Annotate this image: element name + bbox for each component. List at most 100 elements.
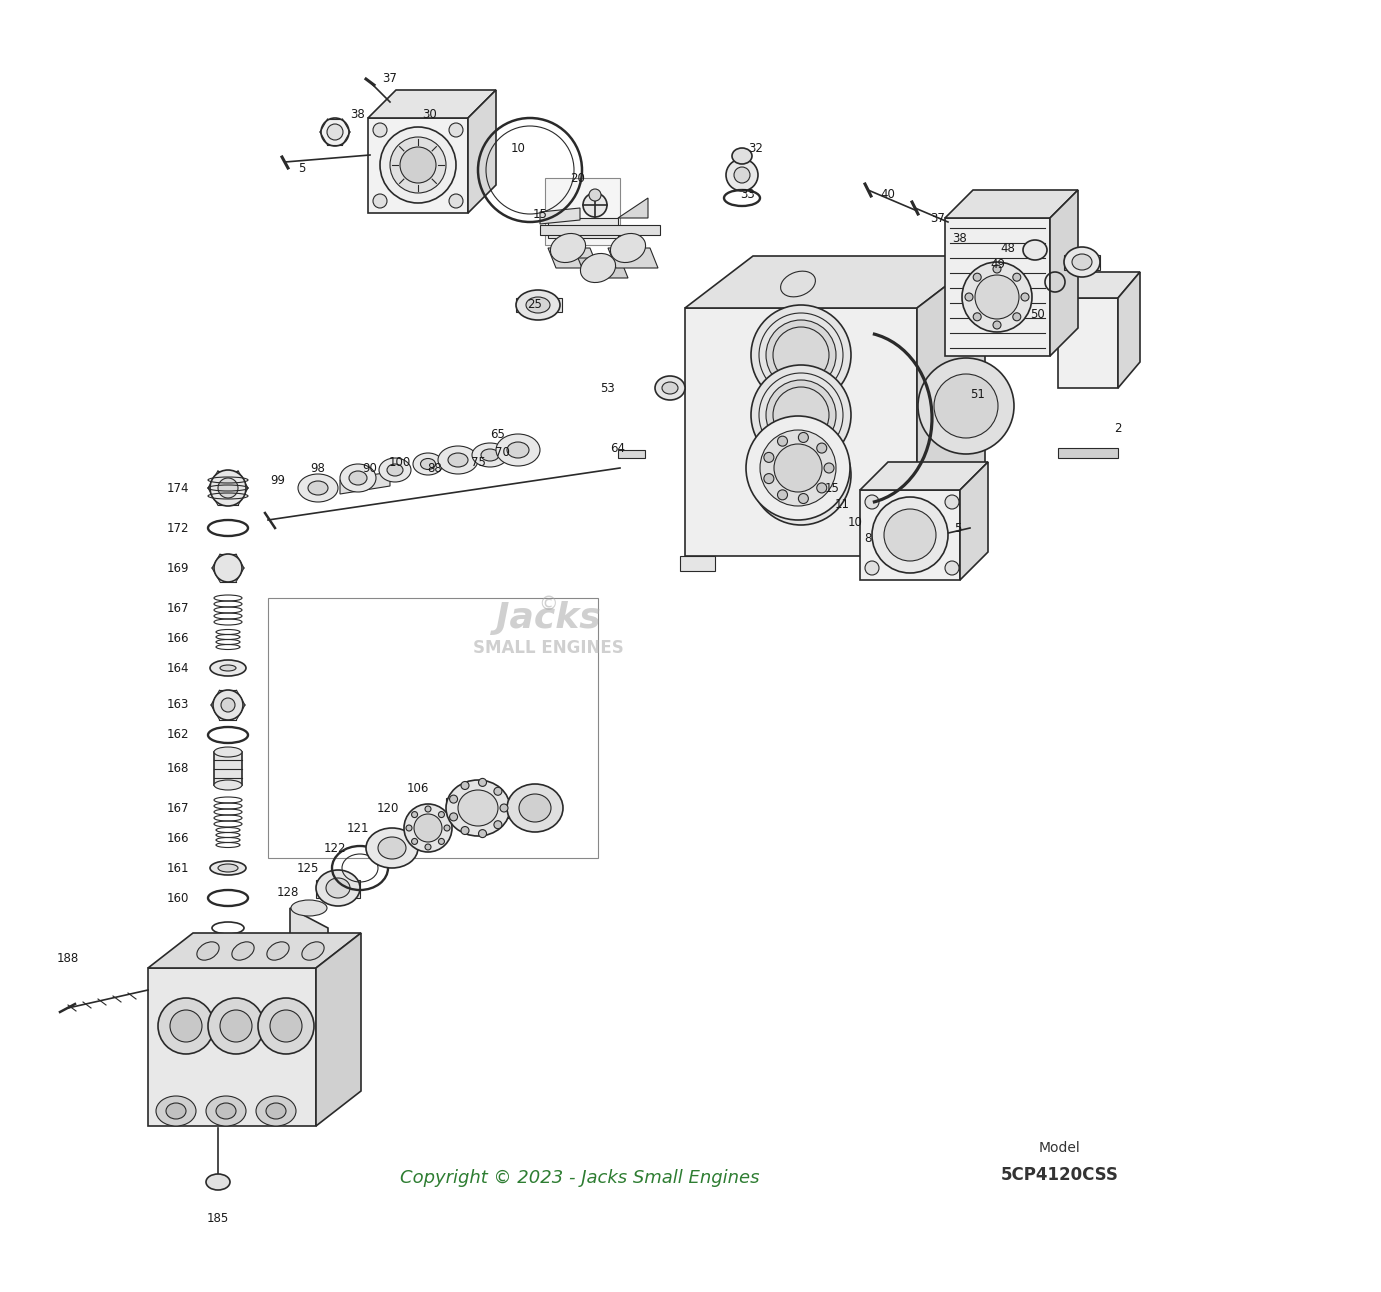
Polygon shape bbox=[548, 218, 619, 238]
Text: 65: 65 bbox=[490, 429, 505, 442]
Polygon shape bbox=[1050, 190, 1079, 357]
Ellipse shape bbox=[326, 879, 349, 898]
Text: 38: 38 bbox=[953, 231, 967, 244]
Ellipse shape bbox=[156, 1096, 196, 1127]
Polygon shape bbox=[540, 208, 580, 224]
Text: ©: © bbox=[539, 596, 558, 615]
Ellipse shape bbox=[1021, 293, 1029, 301]
Text: 38: 38 bbox=[351, 109, 366, 121]
Ellipse shape bbox=[258, 997, 313, 1054]
Ellipse shape bbox=[389, 137, 446, 193]
Ellipse shape bbox=[206, 1174, 231, 1190]
Ellipse shape bbox=[405, 804, 452, 851]
Polygon shape bbox=[860, 463, 987, 490]
Ellipse shape bbox=[308, 481, 329, 495]
Ellipse shape bbox=[494, 820, 501, 828]
Polygon shape bbox=[945, 190, 1079, 218]
Text: 51: 51 bbox=[971, 389, 986, 402]
Ellipse shape bbox=[438, 446, 478, 474]
Polygon shape bbox=[316, 880, 360, 898]
Text: 20: 20 bbox=[570, 172, 586, 185]
Text: 106: 106 bbox=[407, 782, 429, 795]
Ellipse shape bbox=[610, 234, 645, 262]
Text: 120: 120 bbox=[377, 801, 399, 814]
Ellipse shape bbox=[583, 193, 608, 217]
Ellipse shape bbox=[406, 826, 412, 831]
Ellipse shape bbox=[220, 665, 236, 671]
Polygon shape bbox=[685, 307, 917, 556]
Ellipse shape bbox=[267, 1103, 286, 1119]
Ellipse shape bbox=[871, 497, 947, 572]
Text: 161: 161 bbox=[167, 862, 189, 875]
Ellipse shape bbox=[766, 320, 836, 390]
Ellipse shape bbox=[965, 293, 974, 301]
Polygon shape bbox=[619, 198, 648, 218]
Text: 121: 121 bbox=[347, 822, 369, 835]
Ellipse shape bbox=[461, 782, 470, 789]
Ellipse shape bbox=[450, 795, 457, 804]
Ellipse shape bbox=[210, 660, 246, 676]
Ellipse shape bbox=[726, 159, 758, 191]
Ellipse shape bbox=[316, 870, 360, 906]
Polygon shape bbox=[516, 298, 562, 311]
Ellipse shape bbox=[494, 787, 501, 796]
Ellipse shape bbox=[425, 844, 431, 850]
Ellipse shape bbox=[798, 433, 808, 442]
Text: 125: 125 bbox=[297, 862, 319, 875]
Ellipse shape bbox=[934, 373, 998, 438]
Ellipse shape bbox=[778, 490, 787, 500]
Ellipse shape bbox=[445, 826, 450, 831]
Ellipse shape bbox=[507, 784, 563, 832]
Text: 167: 167 bbox=[167, 602, 189, 615]
Text: 163: 163 bbox=[167, 699, 189, 712]
Ellipse shape bbox=[993, 320, 1001, 329]
Ellipse shape bbox=[447, 453, 468, 466]
Text: 49: 49 bbox=[990, 258, 1005, 271]
Text: 8: 8 bbox=[865, 531, 871, 544]
Polygon shape bbox=[1058, 273, 1139, 298]
Ellipse shape bbox=[746, 416, 849, 519]
Polygon shape bbox=[619, 450, 645, 457]
Ellipse shape bbox=[157, 997, 214, 1054]
Ellipse shape bbox=[438, 839, 445, 845]
Polygon shape bbox=[1119, 273, 1139, 388]
Polygon shape bbox=[685, 256, 985, 307]
Ellipse shape bbox=[197, 942, 220, 960]
Ellipse shape bbox=[298, 474, 338, 503]
Polygon shape bbox=[1063, 255, 1101, 270]
Ellipse shape bbox=[500, 804, 508, 811]
Ellipse shape bbox=[766, 380, 836, 450]
Ellipse shape bbox=[773, 444, 822, 492]
Ellipse shape bbox=[1063, 247, 1101, 276]
Ellipse shape bbox=[340, 464, 376, 492]
Text: 169: 169 bbox=[167, 562, 189, 575]
Ellipse shape bbox=[218, 478, 238, 497]
Polygon shape bbox=[148, 933, 360, 968]
Ellipse shape bbox=[461, 827, 470, 835]
Text: 15: 15 bbox=[533, 208, 547, 221]
Text: Jacks: Jacks bbox=[496, 601, 601, 634]
Ellipse shape bbox=[446, 780, 510, 836]
Ellipse shape bbox=[655, 376, 685, 401]
Ellipse shape bbox=[255, 1096, 296, 1127]
Ellipse shape bbox=[590, 189, 601, 202]
Ellipse shape bbox=[214, 554, 242, 581]
Polygon shape bbox=[960, 463, 987, 580]
Ellipse shape bbox=[551, 234, 586, 262]
Text: 160: 160 bbox=[167, 891, 189, 904]
Text: 70: 70 bbox=[494, 446, 510, 459]
Ellipse shape bbox=[209, 997, 264, 1054]
Ellipse shape bbox=[349, 472, 367, 484]
Text: SMALL ENGINES: SMALL ENGINES bbox=[472, 640, 623, 658]
Polygon shape bbox=[679, 556, 715, 571]
Ellipse shape bbox=[865, 495, 878, 509]
Ellipse shape bbox=[945, 495, 958, 509]
Text: 174: 174 bbox=[167, 482, 189, 495]
Text: 32: 32 bbox=[749, 142, 764, 155]
Ellipse shape bbox=[206, 1096, 246, 1127]
Text: 50: 50 bbox=[1030, 309, 1045, 322]
Ellipse shape bbox=[438, 811, 445, 818]
Ellipse shape bbox=[412, 839, 417, 845]
Ellipse shape bbox=[516, 289, 561, 320]
Ellipse shape bbox=[472, 443, 508, 466]
